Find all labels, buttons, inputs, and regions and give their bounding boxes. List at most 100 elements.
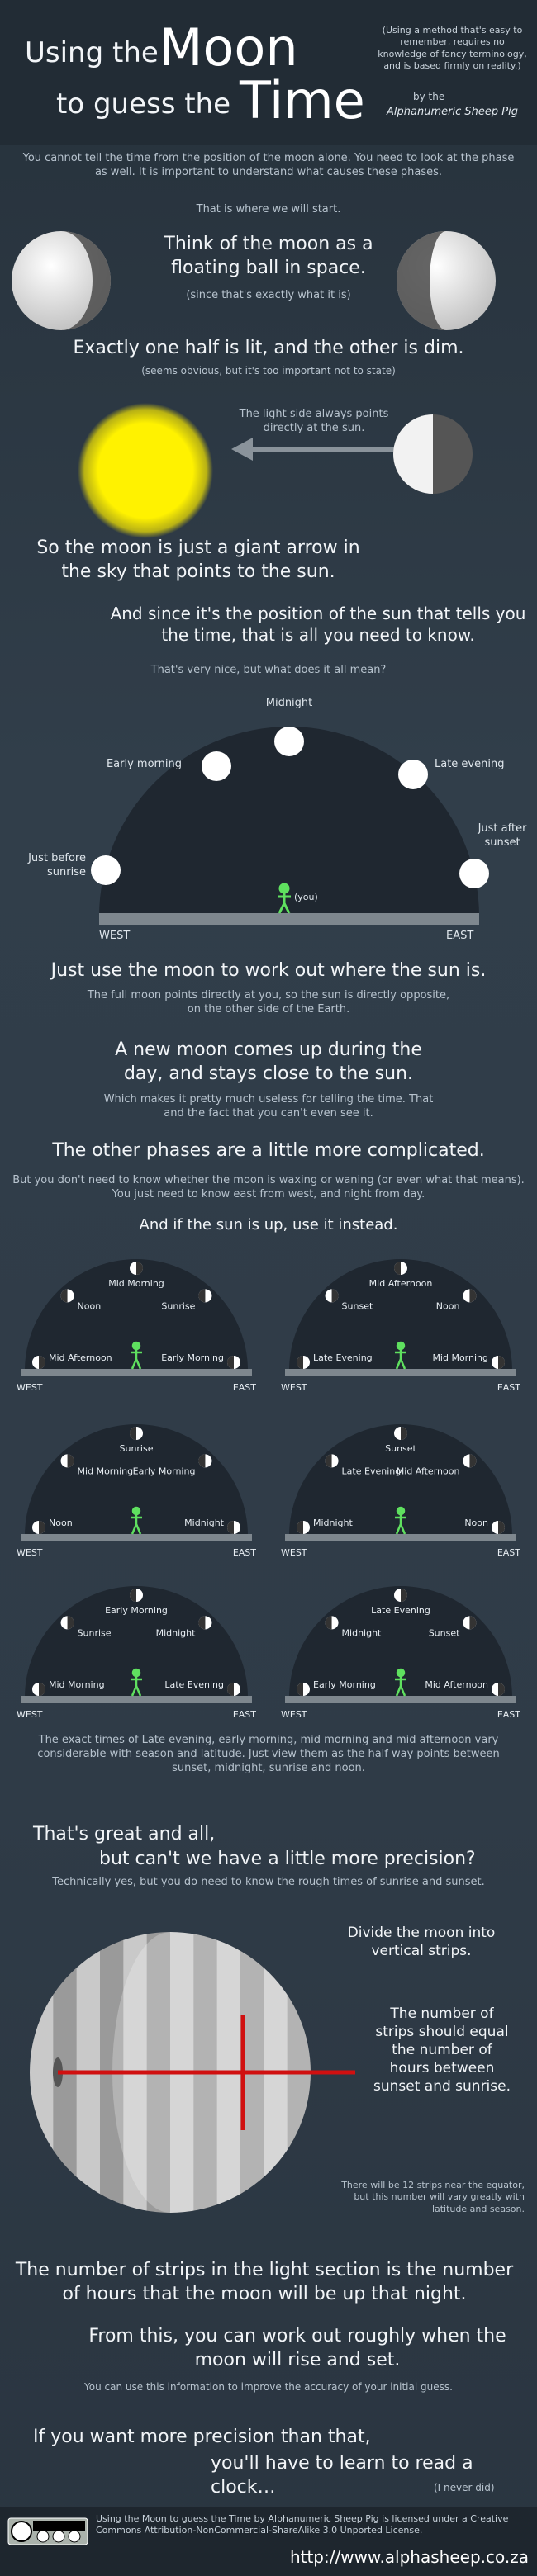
half-note: (seems obvious, but it's too important n… — [141, 365, 396, 376]
phase-label: Early Morning — [161, 1352, 224, 1363]
head — [131, 1341, 141, 1351]
phase-label: Noon — [464, 1518, 488, 1528]
phase-label: Early Morning — [133, 1466, 196, 1476]
head — [131, 1668, 141, 1678]
sky-dome — [25, 1424, 248, 1536]
moon-shadow — [325, 1616, 332, 1630]
sky-label: Midnight — [265, 697, 313, 709]
closing-aside: (I never did) — [434, 2482, 495, 2493]
body — [131, 1676, 142, 1697]
moon-shadow — [297, 1521, 303, 1534]
east-label: EAST — [233, 1547, 256, 1558]
sky-dome — [289, 1586, 512, 1698]
moon-before-sunrise — [91, 855, 121, 885]
west-label: WEST — [17, 1382, 43, 1393]
title-4: Time — [240, 70, 365, 130]
phase-label: Mid Afternoon — [369, 1278, 433, 1289]
result-accuracy: You can use this information to improve … — [84, 2381, 453, 2393]
west-label: WEST — [17, 1547, 43, 1558]
ground — [285, 1696, 516, 1703]
sky-diagram — [91, 727, 489, 925]
phase-label: Noon — [49, 1518, 73, 1528]
phase-label: Late Evening — [313, 1352, 373, 1363]
sun-arrow — [78, 403, 473, 538]
strip — [30, 1932, 54, 2213]
ball-note: (since that's exactly what it is) — [186, 289, 351, 301]
head — [396, 1668, 406, 1678]
moon-shadow — [498, 1521, 505, 1534]
phase-note: The exact times of Late evening, early m… — [37, 1734, 500, 1774]
east-label: EAST — [497, 1547, 520, 1558]
phase-label: Late Evening — [371, 1605, 430, 1616]
moon-shadow — [297, 1683, 303, 1696]
title-2: Moon — [159, 17, 298, 78]
arrow-caption: The light side always points directly at… — [239, 408, 389, 434]
body — [131, 1514, 142, 1535]
phase-diagram: Early Morning Sunrise Midnight Mid Morning L… — [17, 1586, 256, 1720]
moon-early-morning — [202, 751, 231, 781]
moon-shadow — [394, 1262, 401, 1275]
moon-shadow — [469, 1289, 477, 1303]
moon-shadow — [60, 1289, 68, 1303]
west-label: WEST — [281, 1382, 307, 1393]
body — [395, 1676, 406, 1697]
phase-label: Mid Morning — [78, 1466, 134, 1476]
west-label: WEST — [17, 1709, 43, 1720]
precision-text: Technically yes, but you do need to know… — [52, 1876, 485, 1888]
sky-label: Just before sunrise — [28, 852, 86, 878]
phase-label: Noon — [78, 1300, 102, 1311]
sky-label: Just after sunset — [478, 822, 527, 849]
sky-dome — [289, 1424, 512, 1536]
moon-shadow — [39, 1356, 45, 1369]
result-rise-set: From this, you can work out roughly when… — [88, 2326, 506, 2370]
cc-badge — [7, 2517, 88, 2545]
head — [131, 1506, 141, 1516]
moon-midnight — [274, 727, 304, 756]
body — [131, 1349, 142, 1370]
other-phases-heading: The other phases are a little more compl… — [52, 1140, 485, 1161]
title-1: Using the — [25, 36, 159, 69]
phase-label: Sunset — [385, 1443, 416, 1454]
full-moon-heading: Just use the moon to work out where the … — [50, 960, 487, 981]
sky-label: Early morning — [106, 758, 182, 770]
phase-diagram: Noon Mid Morning Sunrise Mid Afternoon Early… — [17, 1259, 256, 1393]
moon-shadow — [227, 1521, 234, 1534]
moon-shadow — [469, 1454, 477, 1468]
phase-label: Sunrise — [78, 1627, 112, 1638]
strips-note: There will be 12 strips near the equator… — [341, 2180, 525, 2214]
strip-moon — [30, 1932, 355, 2213]
moon-shadow — [325, 1454, 332, 1468]
footer — [0, 2507, 537, 2576]
new-moon-heading: A new moon comes up during the day, and … — [115, 1039, 422, 1084]
west-label: WEST — [99, 930, 131, 942]
footer-url[interactable]: http://www.alphasheep.co.za — [289, 2547, 529, 2567]
ground — [99, 913, 479, 925]
phase-label: Late Evening — [342, 1466, 402, 1476]
sun-up: And if the sun is up, use it instead. — [139, 1216, 398, 1234]
new-moon-text: Which makes it pretty much useless for t… — [103, 1093, 434, 1120]
header-band — [0, 0, 537, 145]
phase-label: Mid Morning — [432, 1352, 488, 1363]
phase-diagram: Late Evening Midnight Sunset Early Morning M… — [281, 1586, 520, 1720]
precision-heading-2: but can't we have a little more precisio… — [99, 1849, 476, 1869]
body — [395, 1514, 406, 1535]
phase-label: Midnight — [156, 1627, 197, 1638]
intro-start: That is where we will start. — [196, 203, 341, 215]
moon-shadow — [136, 1262, 143, 1275]
moon-shadow — [227, 1356, 234, 1369]
phase-label: Mid Afternoon — [425, 1679, 488, 1690]
phase-label: Early Morning — [105, 1605, 168, 1616]
ground — [285, 1369, 516, 1376]
half-moon-lit — [393, 414, 433, 494]
sky-dome — [25, 1259, 248, 1371]
phase-label: Midnight — [342, 1627, 383, 1638]
moon-shadow — [198, 1454, 206, 1468]
strips-divide: Divide the moon into vertical strips. — [347, 1925, 496, 1960]
ground — [285, 1534, 516, 1541]
head — [396, 1506, 406, 1516]
phase-label: Early Morning — [313, 1679, 376, 1690]
arrow-summary: So the moon is just a giant arrow in the… — [36, 537, 360, 582]
full-moon-text: The full moon points directly at you, so… — [87, 989, 450, 1016]
phase-label: Sunrise — [119, 1443, 153, 1454]
